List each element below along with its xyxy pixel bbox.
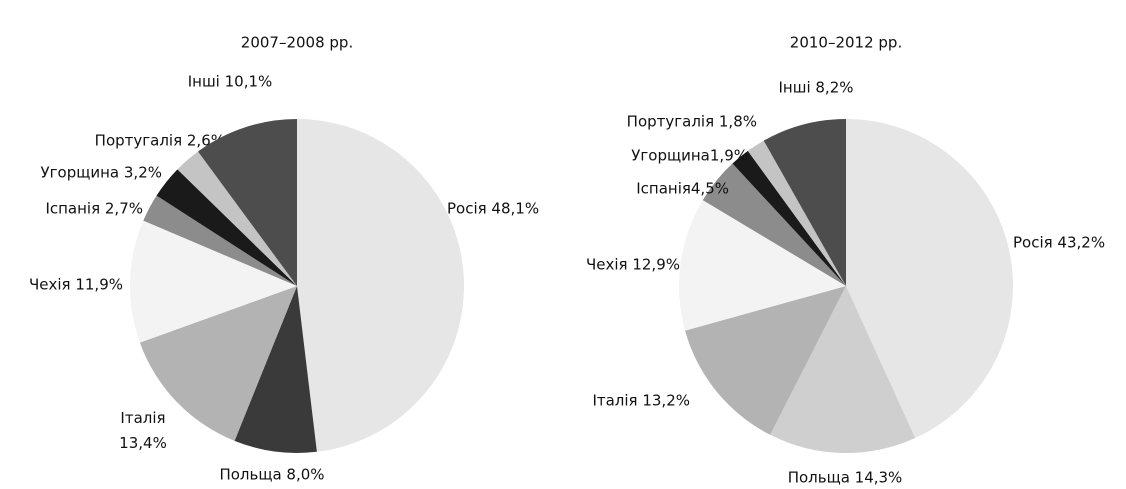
chart-title: 2010–2012 рр. [790,34,902,52]
slice-label: Італія 13,4% [119,409,167,452]
pie-slice [747,140,846,286]
slice-label: Угорщина 3,2% [41,164,162,182]
slice-label: Чехія 11,9% [29,276,123,294]
pie-slice [846,119,1013,438]
pie-slice [297,119,465,452]
pie-slice [156,169,297,286]
pie-slice [679,200,846,331]
slice-label: Іспанія4,5% [636,180,729,198]
pie-slice [732,150,846,286]
pie-slice [685,286,846,435]
slice-label-line: Італія [120,409,165,427]
pie-slice [197,119,297,286]
slice-label: Інші 8,2% [779,79,854,97]
pie-slice [770,286,916,454]
slice-label: Португалія 2,6% [95,132,225,150]
chart-title: 2007–2008 рр. [241,34,353,52]
slice-label: Інші 10,1% [188,73,273,91]
pie-slice [177,151,297,286]
slice-label: Португалія 1,8% [627,113,757,131]
pie-slice [139,286,297,441]
pie-slice [234,286,317,454]
pie-slice [763,119,846,286]
slice-label: Росія 43,2% [1013,234,1105,252]
slice-label: Італія 13,2% [592,392,690,410]
slice-label: Росія 48,1% [447,200,539,218]
slice-label: Іспанія 2,7% [45,200,143,218]
slice-label: Польща 8,0% [219,466,324,484]
pie-slice [130,220,297,343]
slice-label-line: 13,4% [119,434,167,452]
slice-label: Угорщина1,9% [631,147,748,165]
pie-slice [702,163,846,286]
pie-slice [143,195,297,286]
slice-label: Чехія 12,9% [586,256,680,274]
slice-label: Польща 14,3% [788,469,903,487]
